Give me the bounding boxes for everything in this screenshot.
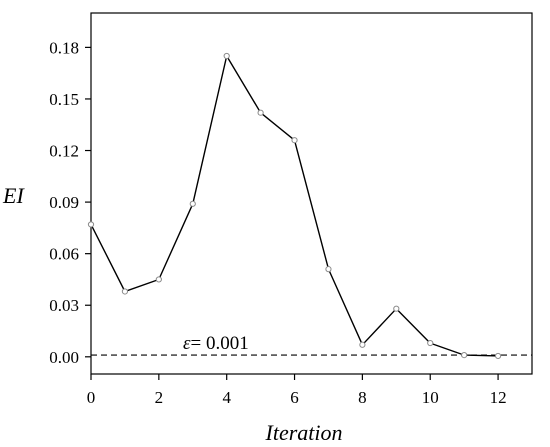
axes-group: 0 2 4 6 8 10 12 0.00 0.03 0.06 0.09 0.12 0.15 0.18 <box>49 12 533 407</box>
y-tick-label: 0.06 <box>49 245 79 264</box>
y-tick-label: 0.03 <box>49 296 79 315</box>
x-tick-label: 6 <box>290 388 299 407</box>
x-tick-label: 4 <box>222 388 231 407</box>
x-tick-label: 12 <box>490 388 507 407</box>
data-point <box>325 266 332 273</box>
data-point <box>291 137 298 144</box>
threshold-symbol: ε <box>183 333 191 354</box>
plot-frame <box>90 12 533 375</box>
threshold-annotation: ε= 0.001 <box>183 333 249 354</box>
y-axis-title: EI <box>2 183 25 208</box>
marks-group <box>87 52 532 360</box>
x-tick-label: 10 <box>422 388 439 407</box>
threshold-value: = 0.001 <box>191 333 249 354</box>
y-tick-label: 0.09 <box>49 193 79 212</box>
data-point <box>121 288 129 295</box>
x-tick-label: 0 <box>87 388 96 407</box>
y-tick-label: 0.00 <box>49 348 79 367</box>
data-point <box>87 221 95 228</box>
data-point <box>494 352 502 360</box>
data-point <box>427 339 434 347</box>
series-line <box>90 55 499 357</box>
data-point <box>223 52 230 60</box>
y-tick-label: 0.15 <box>49 90 79 109</box>
x-axis-title: Iteration <box>265 420 343 445</box>
x-tick-label: 2 <box>155 388 164 407</box>
y-tick-label: 0.12 <box>49 142 79 161</box>
data-point <box>189 200 196 207</box>
data-point <box>155 276 162 283</box>
data-point <box>359 341 366 348</box>
x-tick-label: 8 <box>358 388 367 407</box>
data-point <box>257 109 264 116</box>
data-point <box>461 351 468 359</box>
y-tick-label: 0.18 <box>49 38 79 57</box>
data-point <box>393 305 400 312</box>
